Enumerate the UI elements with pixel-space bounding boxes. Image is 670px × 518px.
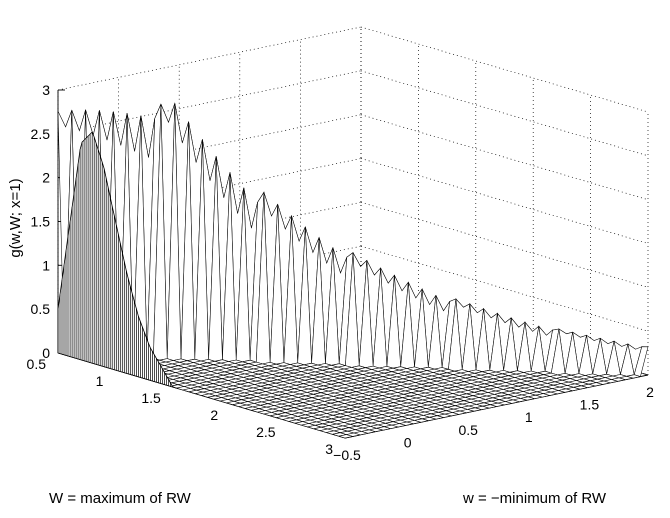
surface-cell (338, 434, 353, 439)
sidewall-gridline-z (360, 201, 649, 288)
axis-labels: g(w,W; x=1) W = maximum of RW w = −minimum… (7, 178, 607, 507)
w-tick-mark (642, 372, 649, 376)
sidewall-gridline-z (360, 70, 649, 157)
backwall-gridline-z (57, 70, 362, 135)
sidewall-gridline-z (360, 158, 649, 244)
w-tick-label: 1 (525, 409, 533, 425)
W-tick-label: 1 (96, 373, 104, 389)
w-tick-label: 0 (404, 434, 412, 450)
w-tick-label: 1.5 (580, 397, 600, 413)
w-tick-label: 0.5 (458, 422, 478, 438)
z-tick-label: 3 (42, 82, 50, 98)
z-tick-label: 0 (42, 345, 50, 361)
axis-ticks: 00.511.522.530.511.522.53 −0.500.511.52 (27, 82, 655, 463)
surface-mesh (57, 102, 649, 439)
sidewall-gridline-z (360, 26, 649, 113)
backwall-gridline-z (57, 26, 362, 91)
sidewall-gridline-z (360, 114, 649, 201)
w-tick-label: −0.5 (333, 447, 361, 463)
W-tick-label: 1.5 (141, 390, 161, 406)
z-tick-label: 2.5 (31, 126, 51, 142)
w-axis-label: w = −minimum of RW (462, 490, 607, 507)
z-tick-label: 0.5 (31, 301, 51, 317)
W-tick-label: 2 (210, 407, 218, 423)
z-tick-label: 1.5 (31, 214, 51, 230)
w-tick-label: 2 (646, 384, 654, 400)
W-tick-label: 2.5 (256, 424, 276, 440)
z-tick-label: 1 (42, 257, 50, 273)
z-tick-label: 2 (42, 170, 50, 186)
W-axis-label: W = maximum of RW (49, 490, 192, 507)
W-tick-label: 3 (325, 441, 333, 457)
z-axis-label: g(w,W; x=1) (7, 178, 24, 257)
W-tick-label: 0.5 (27, 356, 47, 372)
